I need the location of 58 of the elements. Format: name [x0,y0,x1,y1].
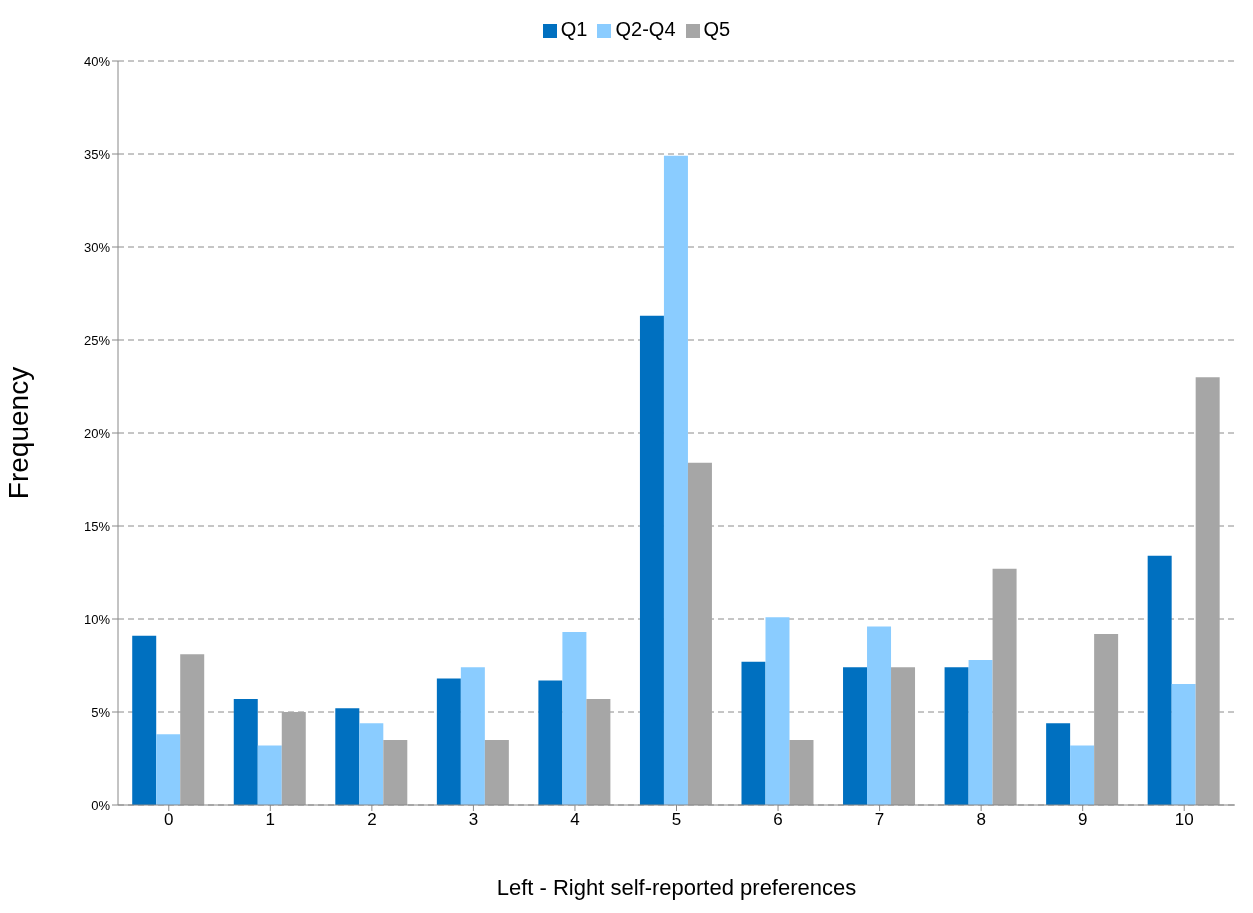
y-tick-label: 15% [83,518,111,534]
bar [538,680,563,805]
y-tick-label: 35% [83,146,111,162]
bar [233,698,258,805]
bar [335,708,360,805]
bar [968,659,993,805]
bar [156,734,181,805]
bar [1147,555,1172,805]
x-tick-label: 3 [468,810,479,830]
x-axis-title: Left - Right self-reported preferences [496,875,857,900]
bar [1195,377,1220,805]
x-tick-label: 0 [164,810,174,830]
x-tick-label: 9 [1077,810,1088,830]
y-axis-title: Frequency [2,366,34,500]
y-tick-label: 25% [83,332,111,348]
bar [741,661,766,805]
bar [639,315,664,805]
x-tick-label: 5 [671,810,682,830]
bar [484,739,509,805]
bar [891,667,916,805]
bar [944,667,969,805]
y-tick-label: 40% [83,53,111,69]
x-tick-label: 1 [265,810,276,830]
bar [992,568,1017,805]
bar [687,462,712,805]
x-tick-label: 6 [773,810,783,830]
bar [1171,684,1196,805]
y-tick-label: 30% [83,239,111,255]
bar [460,667,485,805]
legend-label: Q2-Q4 [615,18,676,40]
x-tick-label: 10 [1174,810,1194,830]
bar [789,739,814,805]
bar [180,654,205,805]
y-tick-label: 5% [91,704,111,720]
legend-label: Q1 [560,18,588,40]
bar [359,723,384,805]
bar [1070,745,1095,805]
y-tick-label: 0% [91,797,111,813]
bar [867,626,892,805]
bar [281,712,306,805]
bar [132,635,157,805]
bar [1046,723,1071,805]
x-tick-label: 4 [570,810,580,830]
x-tick-label: 8 [976,810,986,830]
bar [1094,633,1119,805]
legend-label: Q5 [703,18,731,40]
y-tick-label: 10% [83,611,111,627]
bar [436,678,461,805]
bar [843,667,868,805]
y-tick-label: 20% [83,425,111,441]
bar [586,698,611,805]
x-tick-label: 7 [874,810,885,830]
bar [257,745,282,805]
bar [765,617,790,805]
bar [663,155,688,805]
x-tick-label: 2 [367,810,377,830]
bar [562,632,587,805]
bar [383,739,408,805]
